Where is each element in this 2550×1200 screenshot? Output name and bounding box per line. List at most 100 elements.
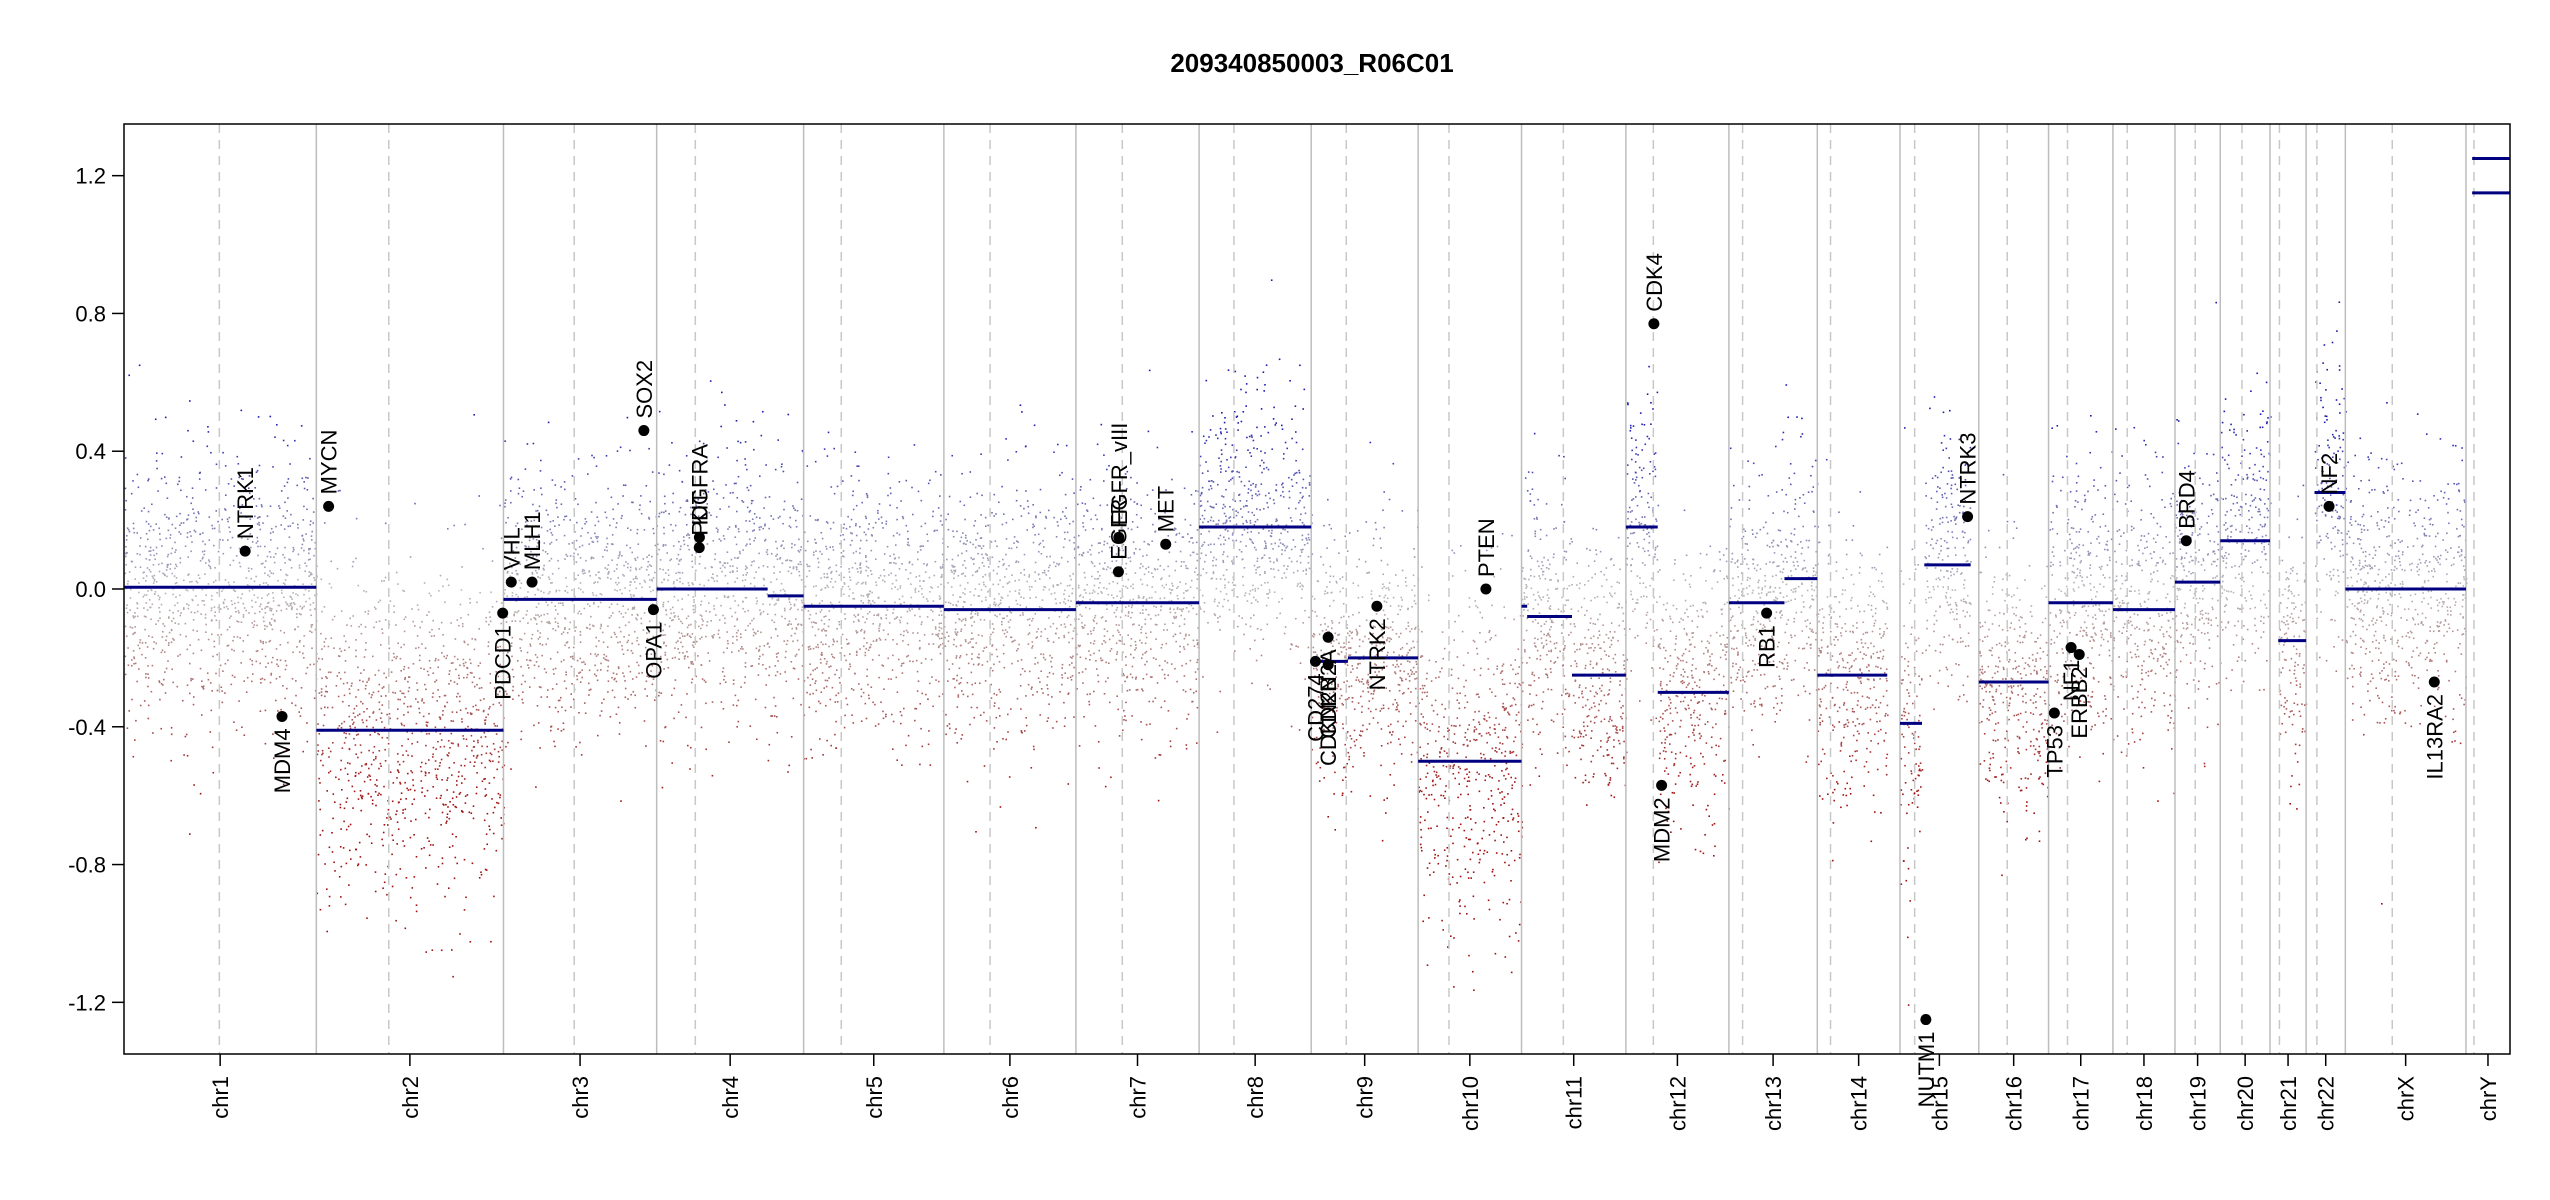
probe-point: [973, 716, 975, 719]
probe-point: [264, 572, 266, 575]
probe-point: [680, 704, 683, 706]
probe-point: [991, 556, 994, 559]
probe-point: [563, 659, 565, 661]
probe-point: [456, 780, 458, 782]
probe-point: [389, 816, 391, 818]
probe-point: [1063, 725, 1066, 727]
probe-point: [916, 670, 919, 673]
probe-point: [807, 540, 809, 543]
probe-point: [1061, 663, 1064, 666]
probe-point: [1182, 689, 1185, 691]
probe-point: [651, 683, 654, 686]
probe-point: [608, 617, 611, 619]
probe-point: [622, 495, 624, 497]
probe-point: [979, 618, 982, 621]
probe-point: [577, 587, 580, 590]
probe-point: [250, 568, 253, 570]
probe-point: [497, 693, 499, 696]
probe-point: [265, 606, 267, 608]
probe-point: [681, 598, 683, 600]
probe-point: [149, 554, 152, 556]
probe-point: [1008, 547, 1010, 549]
probe-point: [240, 512, 242, 514]
probe-point: [788, 764, 790, 767]
probe-point: [732, 635, 734, 638]
probe-point: [905, 524, 908, 527]
probe-point: [153, 641, 155, 643]
probe-point: [306, 508, 308, 511]
probe-point: [925, 693, 927, 696]
probe-point: [796, 639, 799, 642]
probe-point: [1026, 500, 1029, 502]
probe-point: [291, 598, 293, 600]
probe-point: [907, 541, 909, 544]
probe-point: [462, 625, 464, 628]
probe-point: [607, 665, 609, 668]
probe-point: [466, 712, 469, 714]
probe-point: [294, 704, 297, 707]
probe-point: [631, 614, 633, 616]
probe-point: [713, 605, 715, 607]
probe-point: [1009, 610, 1011, 613]
probe-point: [409, 556, 412, 558]
probe-point: [208, 516, 211, 518]
probe-point: [868, 600, 871, 602]
probe-point: [201, 714, 203, 716]
probe-point: [715, 597, 718, 599]
probe-point: [579, 557, 582, 559]
probe-point: [700, 600, 703, 603]
probe-point: [760, 434, 763, 437]
probe-point: [291, 678, 294, 680]
probe-point: [777, 517, 780, 519]
probe-point: [503, 592, 506, 595]
probe-point: [691, 566, 694, 568]
probe-point: [783, 508, 785, 511]
probe-point: [472, 817, 475, 820]
probe-point: [985, 599, 987, 601]
probe-point: [222, 539, 224, 541]
probe-point: [1058, 616, 1061, 618]
probe-point: [885, 617, 888, 620]
probe-point: [641, 672, 643, 674]
probe-point: [578, 610, 581, 613]
probe-point: [1123, 709, 1125, 712]
probe-point: [957, 694, 960, 696]
probe-point: [1034, 561, 1037, 564]
probe-point: [453, 762, 455, 764]
probe-point: [386, 817, 388, 819]
probe-point: [823, 616, 825, 618]
probe-point: [973, 621, 976, 623]
probe-point: [1058, 563, 1061, 565]
probe-point: [901, 662, 903, 665]
probe-point: [960, 536, 963, 539]
probe-point: [769, 603, 771, 606]
probe-point: [496, 725, 498, 727]
probe-point: [387, 808, 390, 811]
probe-point: [373, 759, 375, 761]
probe-point: [1135, 647, 1137, 649]
probe-point: [706, 503, 708, 505]
probe-point: [663, 641, 665, 644]
probe-point: [851, 714, 853, 716]
probe-point: [714, 553, 717, 555]
probe-point: [245, 691, 248, 693]
probe-point: [155, 581, 158, 583]
probe-point: [125, 563, 127, 566]
probe-point: [742, 549, 744, 551]
probe-point: [453, 877, 456, 880]
probe-point: [822, 643, 824, 646]
probe-point: [236, 636, 239, 638]
probe-point: [278, 604, 281, 607]
probe-point: [145, 580, 147, 582]
probe-point: [790, 572, 793, 575]
probe-point: [424, 683, 426, 686]
probe-point: [865, 569, 867, 572]
probe-point: [166, 497, 169, 499]
probe-point: [505, 568, 507, 571]
probe-point: [1133, 552, 1135, 554]
probe-point: [732, 571, 734, 573]
probe-point: [621, 515, 623, 517]
probe-point: [1045, 515, 1047, 518]
probe-point: [323, 606, 326, 608]
probe-point: [648, 554, 650, 556]
